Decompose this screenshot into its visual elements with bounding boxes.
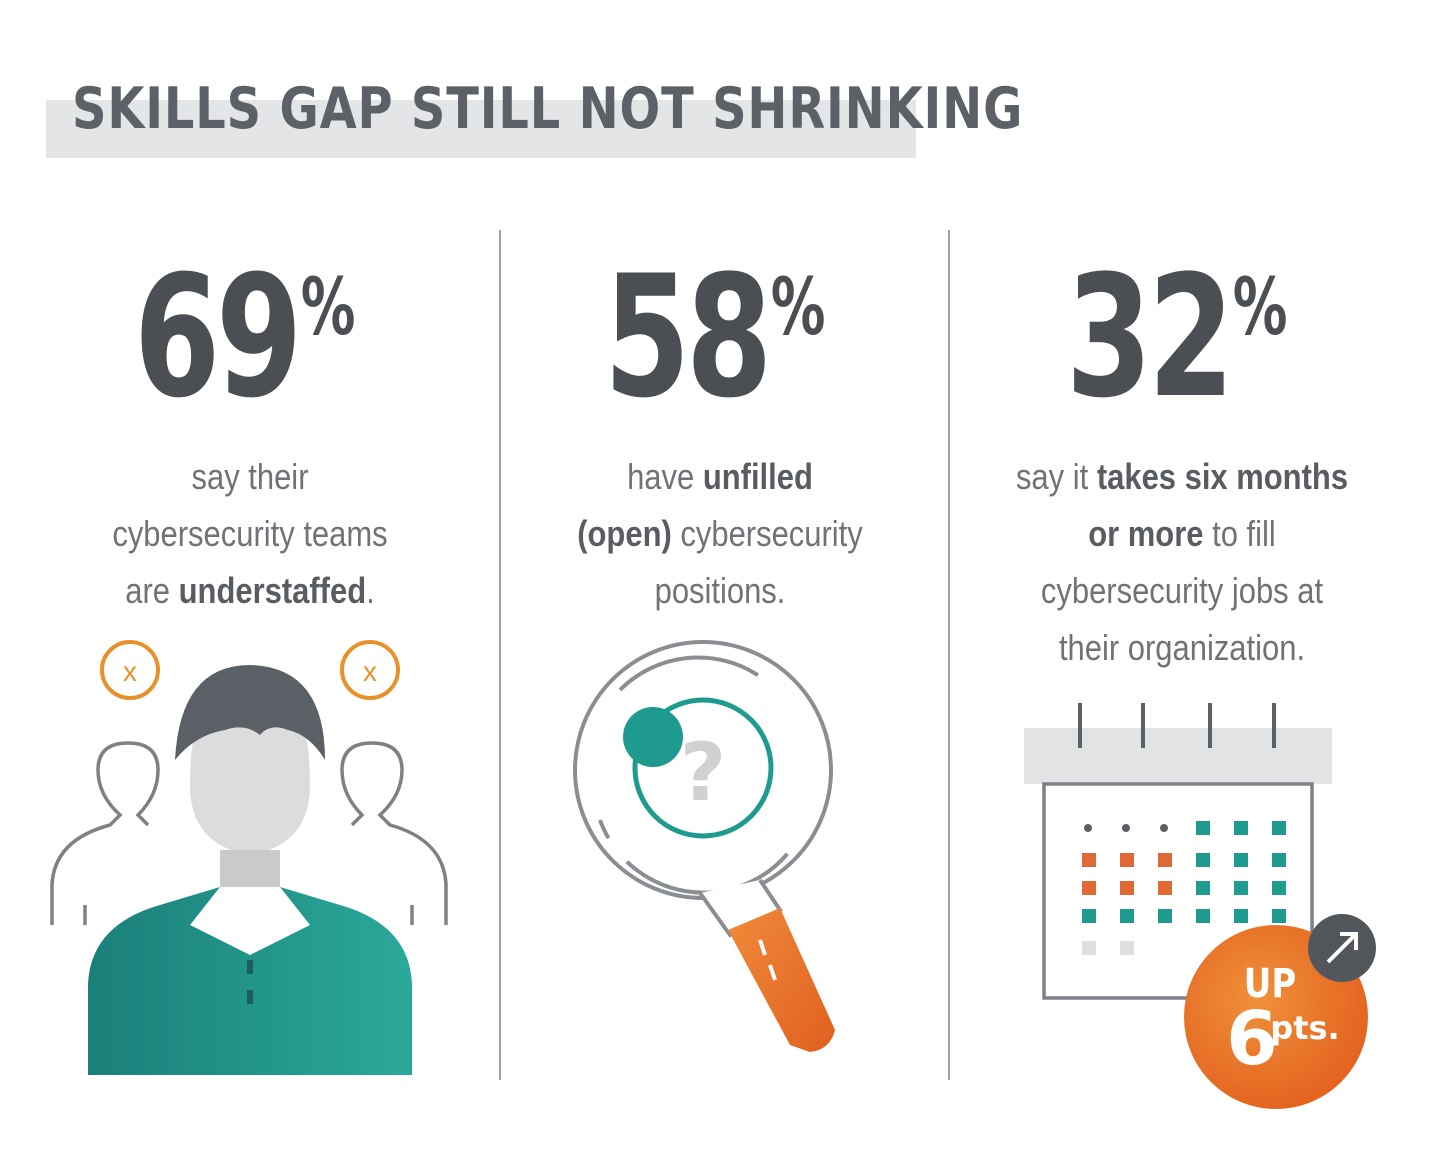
stat-description: say their cybersecurity teams are understa…	[61, 448, 439, 619]
calendar-day	[1158, 853, 1172, 867]
title-band	[46, 100, 916, 158]
calendar-day	[1082, 853, 1096, 867]
calendar-day	[1234, 909, 1248, 923]
calendar-day	[1196, 853, 1210, 867]
badge-unit: pts.	[1270, 1009, 1339, 1047]
calendar-day	[1158, 909, 1172, 923]
stat-value: 58 %	[603, 239, 837, 435]
calendar-day	[1122, 824, 1130, 832]
stat-column-understaffed: 69 % say their cybersecurity teams are und…	[30, 239, 470, 619]
stat-number: 32	[1065, 239, 1235, 435]
svg-text:?: ?	[680, 726, 726, 819]
description-line: (open) cybersecurity	[577, 513, 863, 554]
description-line: their organization.	[1058, 627, 1306, 668]
calendar-day	[1272, 881, 1286, 895]
calendar-day	[1120, 881, 1134, 895]
calendar-day	[1196, 909, 1210, 923]
arrow-up-right-icon	[1308, 914, 1376, 982]
description-line: say their	[191, 456, 309, 497]
calendar-day	[1082, 941, 1096, 955]
increase-badge: UP 6 pts.	[1184, 914, 1376, 1109]
magnifying-glass-question-icon: ?	[573, 640, 835, 1052]
calendar-day	[1272, 853, 1286, 867]
x-mark-icon: x	[340, 640, 400, 700]
x-mark-icon: x	[100, 640, 160, 700]
calendar-day	[1234, 853, 1248, 867]
column-divider	[948, 230, 950, 1080]
calendar-day	[1196, 821, 1210, 835]
calendar-day	[1160, 824, 1168, 832]
stat-description: have unfilled (open) cybersecurity positio…	[531, 448, 909, 619]
description-line: are understaffed.	[125, 570, 375, 611]
column-divider	[499, 230, 501, 1080]
calendar-day	[1120, 941, 1134, 955]
stat-unit: %	[770, 263, 826, 353]
stat-number: 58	[603, 239, 773, 435]
calendar-day	[1196, 881, 1210, 895]
stat-value: 32 %	[1065, 239, 1299, 435]
badge-value: 6	[1226, 996, 1278, 1082]
calendar-day	[1120, 853, 1134, 867]
stat-value: 69 %	[133, 239, 367, 435]
calendar-day	[1120, 909, 1134, 923]
description-line: say it takes six months	[1015, 456, 1349, 497]
calendar-day	[1158, 881, 1172, 895]
calendar-day	[1234, 821, 1248, 835]
stat-column-unfilled: 58 % have unfilled (open) cybersecurity po…	[500, 239, 940, 619]
description-line: or more to fill	[1088, 513, 1276, 554]
calendar-day	[1272, 909, 1286, 923]
svg-text:x: x	[123, 656, 137, 687]
calendar-day	[1272, 821, 1286, 835]
stat-number: 69	[133, 239, 303, 435]
calendar-day	[1082, 909, 1096, 923]
understaffed-team-icon: x x	[50, 640, 448, 1075]
calendar-day	[1234, 881, 1248, 895]
calendar-day	[1082, 881, 1096, 895]
stat-description: say it takes six months or more to fill cy…	[993, 448, 1371, 676]
svg-text:x: x	[363, 656, 377, 687]
description-line: positions.	[654, 570, 786, 611]
page-title: SKILLS GAP STILL NOT SHRINKING	[72, 76, 1024, 142]
stat-unit: %	[300, 263, 356, 353]
stat-unit: %	[1232, 263, 1288, 353]
badge-label: UP	[1244, 960, 1297, 1006]
description-line: cybersecurity jobs at	[1040, 570, 1324, 611]
stat-column-time-to-fill: 32 % say it takes six months or more to f…	[962, 239, 1402, 676]
calendar-day	[1084, 824, 1092, 832]
calendar-icon	[1024, 703, 1332, 1000]
description-line: cybersecurity teams	[112, 513, 388, 554]
description-line: have unfilled	[627, 456, 813, 497]
